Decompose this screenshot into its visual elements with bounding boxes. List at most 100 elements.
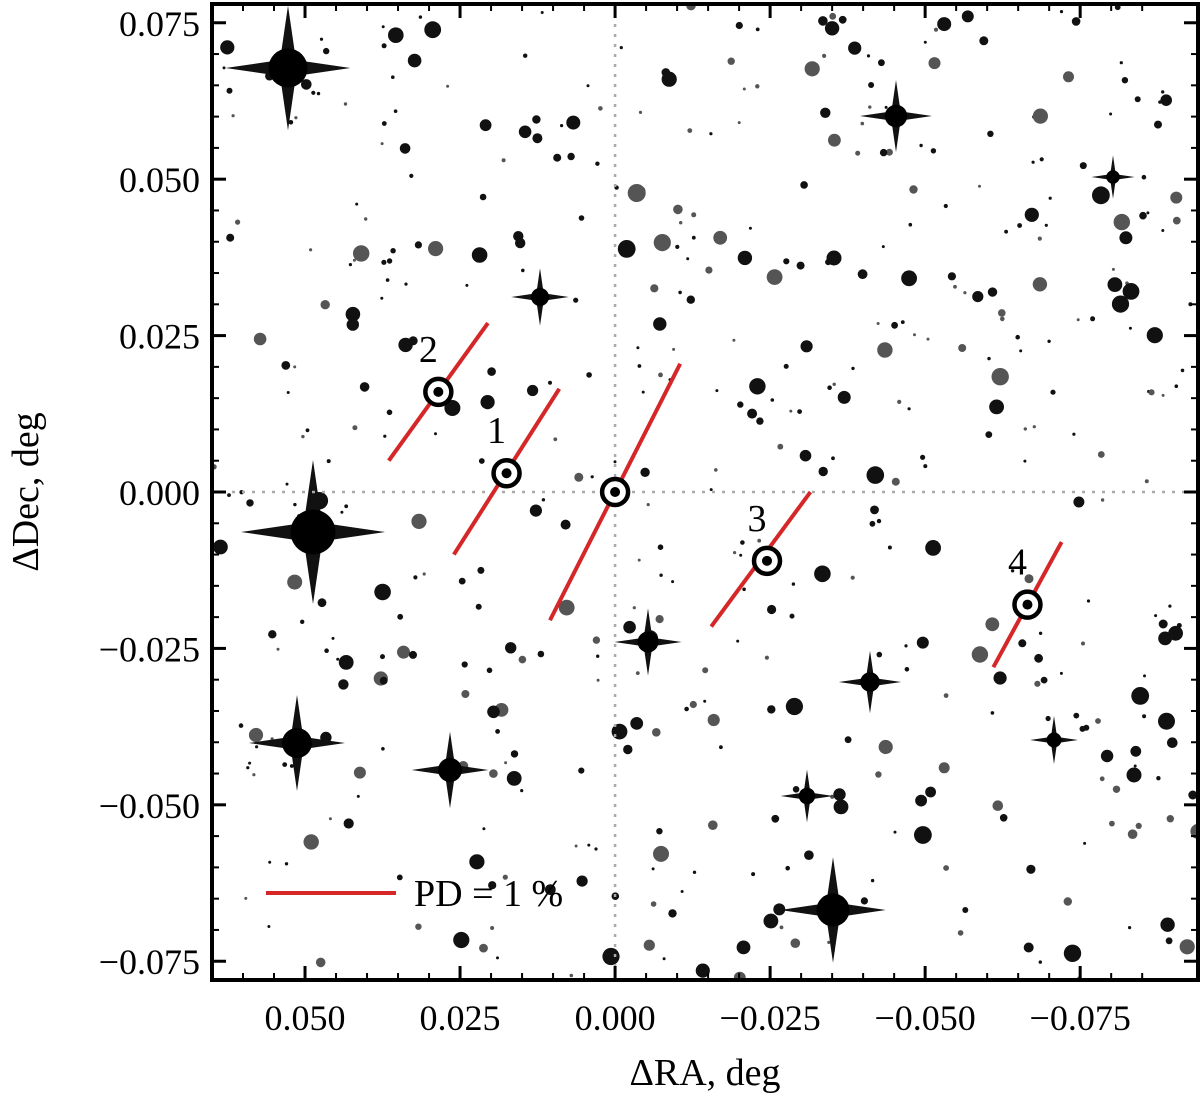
background-star	[638, 110, 643, 114]
background-star	[767, 604, 777, 615]
background-star	[486, 667, 493, 674]
background-star	[390, 248, 396, 254]
background-star	[569, 973, 574, 978]
background-star	[1134, 96, 1141, 103]
background-star	[1045, 715, 1051, 722]
background-star	[876, 518, 882, 524]
background-star	[785, 697, 804, 716]
background-star	[1109, 820, 1115, 827]
background-star	[289, 764, 294, 768]
background-star	[736, 639, 740, 643]
background-star	[800, 340, 813, 353]
background-star	[1081, 641, 1085, 646]
background-star	[586, 372, 592, 378]
background-star	[860, 121, 865, 126]
background-star	[487, 705, 500, 719]
background-star	[578, 767, 585, 774]
background-star	[789, 613, 795, 619]
background-star	[692, 870, 697, 874]
background-star	[281, 361, 291, 370]
background-star	[602, 947, 620, 966]
background-star	[689, 700, 697, 709]
background-star	[1172, 216, 1181, 225]
background-star	[1160, 917, 1175, 932]
background-star	[1004, 229, 1008, 234]
background-star	[288, 120, 294, 125]
background-star	[324, 648, 329, 653]
background-star	[1023, 459, 1027, 463]
background-star	[488, 881, 497, 890]
background-star	[521, 268, 525, 273]
background-star	[857, 269, 868, 280]
background-star	[1086, 599, 1091, 603]
background-star	[999, 814, 1008, 822]
background-star	[909, 185, 918, 194]
background-star	[653, 317, 667, 331]
target-label: 2	[419, 329, 438, 371]
background-star	[422, 572, 426, 576]
background-star	[388, 27, 404, 43]
background-star	[1146, 327, 1163, 344]
background-star	[1170, 191, 1183, 204]
background-star	[414, 241, 422, 249]
background-star	[1038, 631, 1043, 635]
axes: 0.050 0.025 0.000 −0.025 −0.050 −0.075 0.075 0.…	[99, 4, 1198, 1038]
x-tick-label: −0.025	[719, 998, 820, 1038]
polarization-targets: 1 2 3 4	[387, 321, 1064, 669]
background-star	[763, 913, 779, 929]
background-star	[675, 244, 680, 249]
background-star	[985, 617, 1000, 632]
background-star	[925, 786, 936, 798]
background-star	[1023, 427, 1027, 431]
background-star	[1063, 71, 1074, 83]
background-star	[518, 655, 527, 664]
background-star	[1010, 569, 1015, 573]
background-star	[461, 690, 470, 698]
background-star	[777, 443, 784, 450]
background-star	[791, 582, 796, 586]
background-star	[671, 580, 675, 584]
background-star	[797, 409, 802, 414]
background-star	[992, 800, 1004, 811]
background-star	[613, 460, 617, 464]
background-star	[632, 606, 636, 610]
background-star	[548, 380, 552, 385]
background-star	[799, 449, 812, 462]
background-star	[391, 75, 395, 79]
background-star	[1167, 737, 1178, 748]
background-star	[1100, 498, 1105, 502]
background-star	[943, 865, 949, 871]
background-star	[287, 574, 303, 590]
background-star	[686, 295, 695, 304]
background-star	[687, 128, 693, 134]
background-star	[904, 644, 908, 648]
background-star	[1024, 574, 1034, 584]
background-star	[1031, 160, 1035, 164]
background-star	[953, 284, 957, 289]
background-star	[479, 943, 488, 953]
background-star	[686, 257, 690, 261]
background-star	[783, 363, 789, 369]
background-star	[1154, 120, 1162, 129]
background-star	[352, 258, 356, 262]
background-star	[1119, 61, 1123, 65]
background-star	[383, 434, 387, 438]
background-star	[915, 794, 927, 807]
background-star	[1048, 196, 1052, 200]
background-star	[1146, 211, 1150, 215]
background-star	[248, 727, 264, 743]
background-star	[749, 378, 766, 395]
background-star	[755, 84, 760, 89]
y-tick-label: 0.000	[119, 473, 200, 513]
background-star	[1160, 94, 1172, 106]
background-star	[943, 693, 949, 698]
background-star	[751, 872, 756, 877]
background-star	[338, 655, 354, 670]
background-star	[529, 504, 543, 517]
background-star	[1112, 785, 1121, 793]
background-star	[231, 114, 235, 118]
background-star	[380, 296, 384, 300]
background-star	[828, 133, 841, 147]
background-star	[381, 121, 387, 126]
background-star	[523, 53, 528, 58]
